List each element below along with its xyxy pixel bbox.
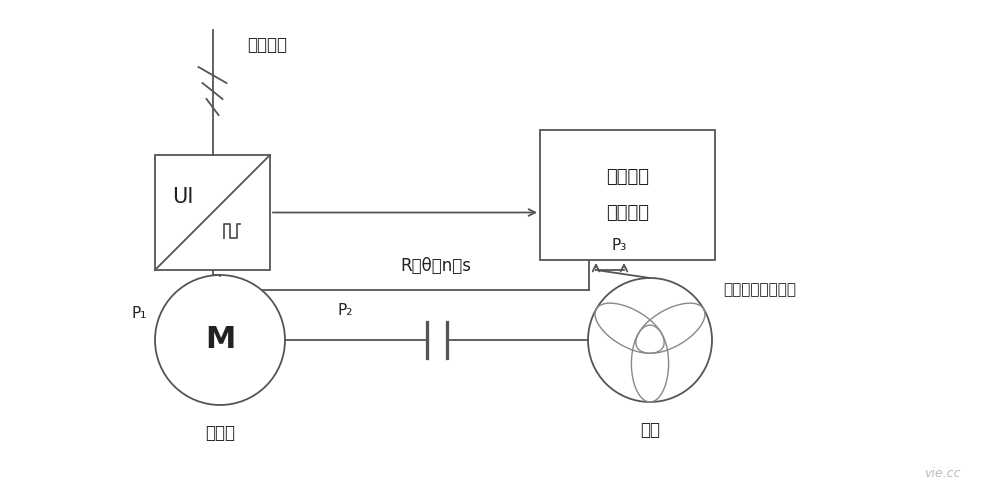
- Circle shape: [588, 278, 712, 402]
- Text: 机组效率: 机组效率: [606, 168, 649, 186]
- Text: 压力、温度、流量: 压力、温度、流量: [723, 282, 796, 298]
- Text: UI: UI: [172, 187, 194, 207]
- Text: P₃: P₃: [611, 238, 627, 253]
- Text: 电动机: 电动机: [205, 424, 235, 442]
- Bar: [540, 130, 715, 260]
- Text: vie.cc: vie.cc: [924, 467, 960, 480]
- Text: 风机: 风机: [640, 421, 660, 439]
- Text: R、θ、n、s: R、θ、n、s: [400, 257, 471, 275]
- Bar: [155, 155, 270, 270]
- Text: M: M: [205, 326, 235, 354]
- Text: 测试装置: 测试装置: [606, 204, 649, 222]
- Text: 工作电源: 工作电源: [248, 36, 288, 54]
- Circle shape: [155, 275, 285, 405]
- Text: P₁: P₁: [132, 306, 147, 322]
- Text: P₂: P₂: [337, 303, 353, 318]
